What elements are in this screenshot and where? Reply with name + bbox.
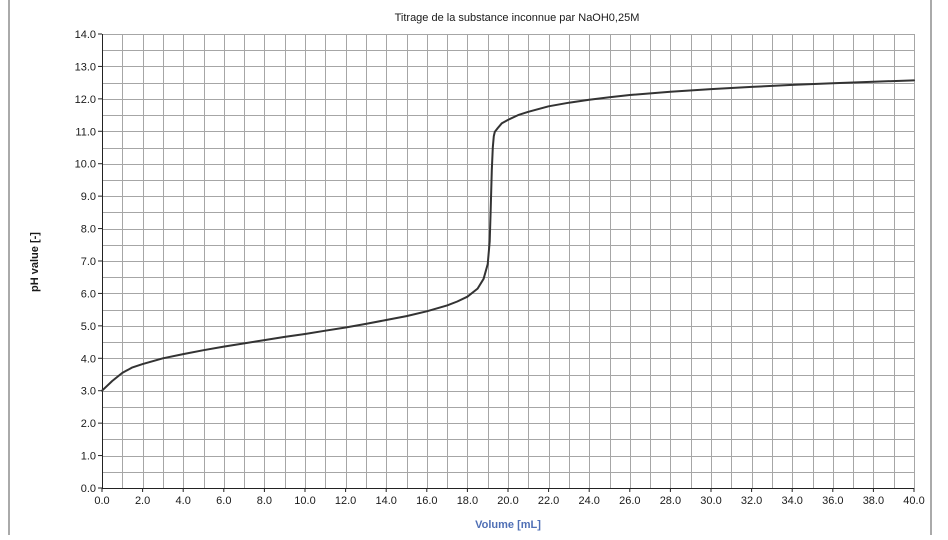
x-tick-label: 26.0 bbox=[619, 495, 640, 507]
x-tick-label: 10.0 bbox=[294, 495, 315, 507]
y-tick-label: 14.0 bbox=[75, 29, 96, 41]
y-tick-label: 1.0 bbox=[81, 451, 96, 463]
x-tick-labels: 0.0 2.0 4.0 6.0 8.0 10.0 12.0 14.0 16.0 18.0 20.0 2… bbox=[94, 488, 925, 507]
x-axis-title: Volume [mL] bbox=[475, 519, 541, 531]
y-tick-label: 5.0 bbox=[81, 321, 96, 333]
y-tick-label: 11.0 bbox=[75, 126, 96, 138]
x-tick-label: 18.0 bbox=[457, 495, 478, 507]
x-tick-label: 8.0 bbox=[257, 495, 272, 507]
y-tick-label: 2.0 bbox=[81, 418, 96, 430]
x-tick-label: 12.0 bbox=[335, 495, 356, 507]
y-tick-label: 8.0 bbox=[81, 224, 96, 236]
x-tick-label: 32.0 bbox=[741, 495, 762, 507]
y-tick-label: 0.0 bbox=[81, 483, 96, 495]
x-tick-label: 30.0 bbox=[700, 495, 721, 507]
x-tick-label: 24.0 bbox=[578, 495, 599, 507]
x-tick-label: 2.0 bbox=[135, 495, 150, 507]
x-tick-label: 36.0 bbox=[822, 495, 843, 507]
y-axis-title: pH value [-] bbox=[29, 232, 41, 292]
x-tick-label: 0.0 bbox=[94, 495, 109, 507]
y-tick-label: 7.0 bbox=[81, 256, 96, 268]
y-tick-label: 4.0 bbox=[81, 353, 96, 365]
x-tick-label: 38.0 bbox=[863, 495, 884, 507]
series-layer bbox=[101, 79, 915, 392]
grid-layer bbox=[102, 34, 915, 489]
x-tick-label: 20.0 bbox=[497, 495, 518, 507]
y-tick-label: 10.0 bbox=[75, 159, 96, 171]
x-tick-label: 22.0 bbox=[538, 495, 559, 507]
y-tick-label: 3.0 bbox=[81, 386, 96, 398]
chart-title: Titrage de la substance inconnue par NaO… bbox=[395, 12, 640, 24]
y-tick-label: 6.0 bbox=[81, 288, 96, 300]
x-tick-label: 34.0 bbox=[781, 495, 802, 507]
x-tick-label: 6.0 bbox=[216, 495, 231, 507]
ph-curve bbox=[101, 79, 915, 392]
y-tick-label: 9.0 bbox=[81, 191, 96, 203]
x-tick-label: 4.0 bbox=[176, 495, 191, 507]
y-tick-label: 12.0 bbox=[75, 94, 96, 106]
x-tick-label: 28.0 bbox=[660, 495, 681, 507]
x-tick-label: 14.0 bbox=[375, 495, 396, 507]
x-tick-label: 16.0 bbox=[416, 495, 437, 507]
y-tick-label: 13.0 bbox=[75, 61, 96, 73]
x-tick-label: 40.0 bbox=[903, 495, 924, 507]
y-tick-labels: 0.0 1.0 2.0 3.0 4.0 5.0 6.0 7.0 8.0 9.0 10.0 11.0 12… bbox=[75, 29, 102, 495]
